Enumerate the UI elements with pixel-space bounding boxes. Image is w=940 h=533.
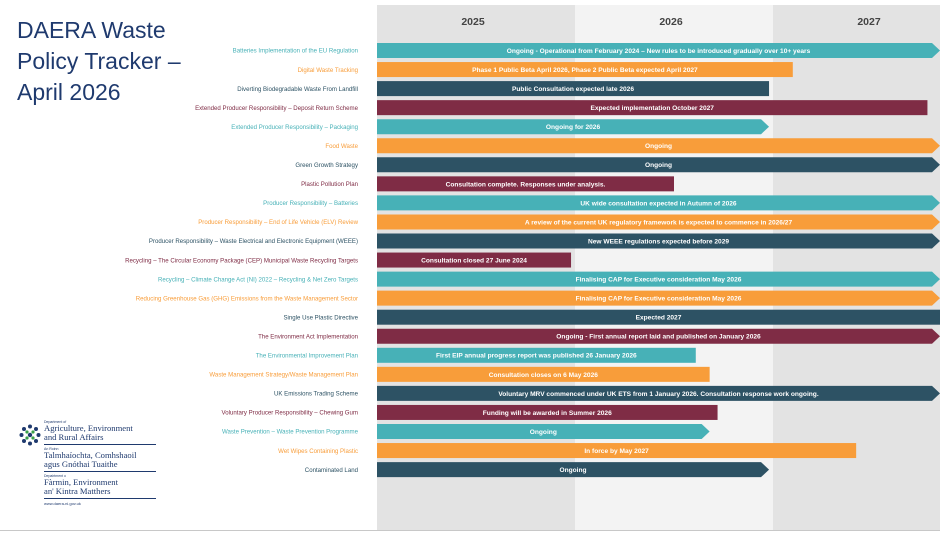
bar-label: Ongoing	[530, 429, 557, 436]
bar-label: Ongoing - Operational from February 2024…	[507, 48, 811, 55]
logo-dept-name-2a: Talmhaíochta, Comhshaoil	[44, 450, 137, 460]
row-label: Single Use Plastic Directive	[283, 314, 358, 321]
daera-logo: Department of Agriculture, Environment a…	[19, 420, 156, 507]
timeline-bar	[377, 100, 928, 116]
bar-label: Consultation closed 27 June 2024	[421, 257, 527, 264]
bar-label: Consultation complete. Responses under a…	[446, 181, 606, 188]
timeline-bar	[377, 385, 940, 401]
timeline-bar	[377, 347, 696, 363]
row-label: Diverting Biodegradable Waste From Landf…	[237, 86, 358, 93]
bar-label: Public Consultation expected late 2026	[512, 86, 634, 93]
row-label: Voluntary Producer Responsibility – Chew…	[222, 410, 359, 417]
bar-label: In force by May 2027	[584, 448, 649, 455]
row-label: The Environment Act Implementation	[258, 333, 358, 340]
row-label: Green Growth Strategy	[295, 162, 359, 169]
timeline-bars: Ongoing - Operational from February 2024…	[377, 43, 940, 478]
logo-dots-icon	[19, 424, 41, 446]
row-label: Plastic Pollution Plan	[301, 181, 358, 188]
timeline-bar	[377, 462, 770, 478]
timeline-bar	[377, 119, 770, 135]
logo-dept-small-2: An Roinn	[44, 447, 59, 451]
timeline-bar	[377, 424, 710, 439]
timeline-bar	[377, 290, 940, 306]
bar-label: Ongoing	[645, 162, 672, 169]
row-labels: Batteries Implementation of the EU Regul…	[125, 48, 359, 474]
timeline-bar	[377, 252, 572, 268]
bar-label: Expected 2027	[636, 315, 682, 322]
logo-dept-small-1: Department of	[44, 420, 67, 424]
bar-label: Ongoing	[559, 467, 586, 474]
logo-divider	[44, 471, 156, 472]
timeline-bar	[377, 43, 940, 58]
logo-divider	[44, 444, 156, 445]
row-label: Food Waste	[325, 143, 358, 150]
timeline-bar	[377, 195, 940, 211]
row-label: Recycling – Climate Change Act (NI) 2022…	[158, 276, 358, 283]
timeline-bar	[377, 157, 940, 173]
bar-label: New WEEE regulations expected before 202…	[588, 238, 729, 245]
timeline-bar	[377, 328, 940, 344]
year-label: 2027	[857, 16, 881, 28]
logo-dept-small-3: Depairtment o	[44, 474, 66, 478]
timeline-bar	[377, 366, 710, 382]
timeline-bar	[377, 404, 718, 420]
timeline-bar	[377, 138, 940, 154]
logo-dept-name-3a: Fàrmin, Environment	[44, 477, 118, 487]
timeline-bar	[377, 233, 940, 249]
timeline-bar	[377, 443, 857, 459]
bar-label: Ongoing - First annual report laid and p…	[556, 334, 761, 341]
row-label: Waste Prevention – Waste Prevention Prog…	[222, 429, 359, 436]
bar-label: Phase 1 Public Beta April 2026, Phase 2 …	[472, 67, 698, 74]
row-label: Extended Producer Responsibility – Depos…	[195, 105, 359, 112]
row-label: Recycling – The Circular Economy Package…	[125, 257, 358, 264]
timeline-bar	[377, 81, 770, 97]
logo-dept-name-3b: an' Kintra Matthers	[44, 486, 111, 496]
row-label: Wet Wipes Containing Plastic	[278, 448, 358, 455]
bar-label: A review of the current UK regulatory fr…	[525, 219, 793, 226]
logo-dept-name-2b: agus Gnóthai Tuaithe	[44, 459, 118, 469]
timeline-bar	[377, 214, 940, 230]
year-label: 2026	[659, 16, 683, 28]
timeline-bar	[377, 176, 674, 192]
logo-dept-name-1a: Agriculture, Environment	[44, 423, 133, 433]
row-label: The Environmental Improvement Plan	[256, 353, 358, 360]
row-label: Digital Waste Tracking	[298, 67, 358, 74]
logo-dept-name-1b: and Rural Affairs	[44, 432, 104, 442]
row-label: Extended Producer Responsibility – Packa…	[231, 124, 358, 131]
bar-label: Voluntary MRV commenced under UK ETS fro…	[498, 391, 819, 398]
timeline-bar	[377, 309, 940, 325]
row-label: Producer Responsibility – End of Life Ve…	[198, 219, 358, 226]
bar-label: Finalising CAP for Executive considerati…	[576, 296, 742, 303]
logo-divider	[44, 498, 156, 499]
timeline-bar	[377, 271, 940, 287]
timeline-bar	[377, 62, 793, 78]
bar-label: First EIP annual progress report was pub…	[436, 353, 637, 360]
bar-label: Finalising CAP for Executive considerati…	[576, 277, 742, 284]
year-label: 2025	[461, 16, 485, 28]
bar-label: Consultation closes on 6 May 2026	[489, 372, 599, 379]
row-label: Producer Responsibility – Batteries	[263, 200, 358, 207]
row-label: Waste Management Strategy/Waste Manageme…	[209, 372, 358, 379]
row-label: Batteries Implementation of the EU Regul…	[233, 48, 358, 55]
row-label: UK Emissions Trading Scheme	[274, 391, 359, 398]
row-label: Reducing Greenhouse Gas (GHG) Emissions …	[136, 295, 358, 302]
bar-label: Ongoing for 2026	[546, 124, 601, 131]
year-band-2027	[773, 5, 940, 530]
page-edge	[0, 530, 940, 531]
year-labels: 2025 2026 2027	[461, 16, 881, 28]
page-title: DAERA Waste Policy Tracker – April 2026	[17, 17, 181, 105]
bar-label: Funding will be awarded in Summer 2026	[483, 410, 612, 417]
bar-label: UK wide consultation expected in Autumn …	[580, 200, 737, 207]
bar-label: Ongoing	[645, 143, 672, 150]
logo-url: www.daera-ni.gov.uk	[44, 501, 81, 506]
row-label: Producer Responsibility – Waste Electric…	[149, 238, 358, 245]
bar-label: Expected implementation October 2027	[590, 105, 714, 112]
row-label: Contaminated Land	[305, 467, 358, 474]
